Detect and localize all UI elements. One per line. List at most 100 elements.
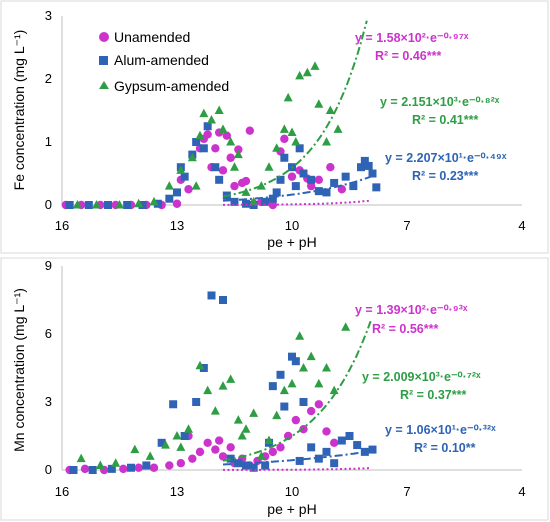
- fe-point-alum-amended-34: [364, 161, 373, 170]
- fe-ytick-2: 2: [45, 71, 52, 86]
- fe-point-unamended-8: [184, 185, 193, 194]
- legend-label-unamended: Unamended: [114, 29, 190, 45]
- fe-point-gypsum-amended-1: [92, 200, 101, 209]
- mn-r2-gypsum: R² = 0.37***: [400, 388, 466, 402]
- mn-point-alum-amended-27: [337, 436, 346, 445]
- mn-point-alum-amended-11: [219, 296, 227, 304]
- fe-point-alum-amended-39: [272, 188, 281, 197]
- fe-point-gypsum-amended-18: [264, 162, 274, 171]
- fe-point-alum-amended-19: [261, 197, 270, 206]
- fe-point-gypsum-amended-7: [187, 152, 197, 162]
- mn-ytick-6: 6: [45, 326, 52, 341]
- fe-point-unamended-18: [234, 145, 243, 154]
- mn-point-alum-amended-23: [307, 443, 316, 452]
- fe-xtick-13: 13: [170, 218, 184, 233]
- mn-point-alum-amended-21: [291, 357, 300, 366]
- fe-point-alum-amended-3: [123, 201, 132, 209]
- mn-point-gypsum-amended-7: [184, 424, 193, 433]
- mn-point-alum-amended-14: [242, 461, 250, 470]
- mn-point-unamended-4: [134, 463, 143, 472]
- mn-x-axis-title: pe + pH: [267, 501, 316, 517]
- fe-point-unamended-26: [287, 172, 297, 181]
- fe-point-gypsum-amended-5: [164, 181, 174, 190]
- fe-point-alum-amended-16: [230, 197, 239, 206]
- legend-marker-alum: [99, 56, 108, 65]
- fe-point-gypsum-amended-32: [230, 162, 239, 171]
- fe-point-gypsum-amended-9: [199, 108, 209, 118]
- legend: Unamended Alum-amended Gypsum-amended: [99, 29, 229, 94]
- mn-trendline-gypsum-amended: [222, 320, 372, 462]
- mn-point-gypsum-amended-18: [272, 410, 282, 420]
- mn-point-alum-amended-22: [299, 398, 308, 406]
- mn-point-gypsum-amended-16: [256, 451, 266, 460]
- mn-point-gypsum-amended-0: [76, 453, 86, 463]
- fe-point-alum-amended-29: [330, 178, 339, 187]
- mn-point-unamended-5: [149, 463, 159, 472]
- fe-xtick-16: 16: [55, 218, 69, 233]
- mn-trendline-alum-amended: [222, 450, 371, 466]
- mn-eq-gypsum: y = 2.009×10³·e⁻⁰·⁷²ˣ: [362, 370, 481, 384]
- mn-point-alum-amended-1: [88, 466, 97, 474]
- fe-trendline-gypsum-amended: [222, 20, 368, 198]
- mn-point-alum-amended-13: [234, 459, 243, 468]
- mn-xtick-13: 13: [170, 484, 184, 499]
- fe-point-alum-amended-2: [104, 201, 112, 209]
- fe-point-unamended-12: [211, 144, 220, 153]
- fe-ytick-3: 3: [45, 8, 52, 23]
- fe-point-alum-amended-28: [322, 188, 331, 197]
- mn-point-unamended-3: [119, 464, 128, 474]
- mn-trendline-unamended: [223, 467, 371, 471]
- panel-fe: 0 1 2 3 16 13 10 7 4 pe + pH Fe concentr…: [0, 0, 549, 254]
- mn-point-alum-amended-18: [276, 370, 285, 379]
- mn-point-gypsum-amended-19: [279, 385, 289, 395]
- mn-point-gypsum-amended-10: [210, 406, 220, 415]
- mn-point-alum-amended-33: [295, 456, 304, 465]
- fe-point-alum-amended-32: [357, 163, 365, 172]
- fe-xtick-10: 10: [285, 218, 299, 233]
- fe-eq-gypsum: y = 2.151×10³·e⁻⁰·⁸²ˣ: [380, 95, 500, 109]
- mn-ytick-9: 9: [45, 258, 52, 273]
- fe-point-gypsum-amended-23: [291, 137, 301, 146]
- mn-point-gypsum-amended-8: [195, 360, 205, 370]
- mn-point-alum-amended-29: [353, 441, 362, 450]
- fe-xtick-4: 4: [518, 218, 525, 233]
- mn-point-alum-amended-15: [249, 463, 258, 472]
- fe-point-alum-amended-35: [368, 169, 377, 178]
- mn-point-alum-amended-26: [330, 459, 339, 468]
- fe-point-alum-amended-10: [192, 138, 201, 146]
- panel-fe-frame: [0, 0, 549, 254]
- fe-point-gypsum-amended-0: [72, 200, 82, 209]
- fe-point-unamended-17: [230, 181, 239, 191]
- mn-point-unamended-11: [211, 445, 220, 454]
- fe-point-gypsum-amended-27: [314, 99, 324, 108]
- mn-point-unamended-29: [214, 436, 224, 445]
- mn-point-alum-amended-17: [268, 382, 277, 391]
- fe-point-gypsum-amended-3: [134, 198, 144, 208]
- mn-point-alum-amended-10: [207, 291, 216, 300]
- fe-point-alum-amended-0: [65, 201, 74, 209]
- fe-point-unamended-16: [226, 153, 235, 162]
- mn-y-axis-title: Mn concentration (mg L⁻¹): [11, 288, 27, 452]
- mn-point-gypsum-amended-4: [145, 451, 155, 460]
- mn-point-gypsum-amended-13: [233, 415, 243, 424]
- mn-point-alum-amended-4: [142, 461, 151, 470]
- mn-point-alum-amended-31: [368, 445, 377, 454]
- legend-marker-gypsum: [99, 81, 109, 89]
- fe-data-points: [61, 61, 381, 210]
- fe-point-alum-amended-5: [153, 199, 162, 208]
- mn-point-unamended-10: [203, 438, 212, 447]
- fe-point-gypsum-amended-20: [279, 124, 289, 133]
- fe-point-alum-amended-30: [341, 172, 350, 181]
- mn-point-gypsum-amended-17: [264, 435, 274, 445]
- fe-ytick-1: 1: [45, 134, 52, 149]
- fe-trendline-alum-amended: [222, 175, 371, 202]
- mn-point-unamended-8: [188, 454, 197, 463]
- fe-point-alum-amended-14: [215, 175, 224, 184]
- fe-point-unamended-25: [280, 134, 289, 144]
- fe-y-axis-title: Fe concentration (mg L⁻¹): [11, 30, 27, 191]
- fe-point-gypsum-amended-22: [287, 127, 297, 137]
- mn-point-unamended-12: [218, 452, 228, 461]
- mn-point-unamended-7: [176, 459, 186, 468]
- mn-point-alum-amended-5: [157, 438, 166, 447]
